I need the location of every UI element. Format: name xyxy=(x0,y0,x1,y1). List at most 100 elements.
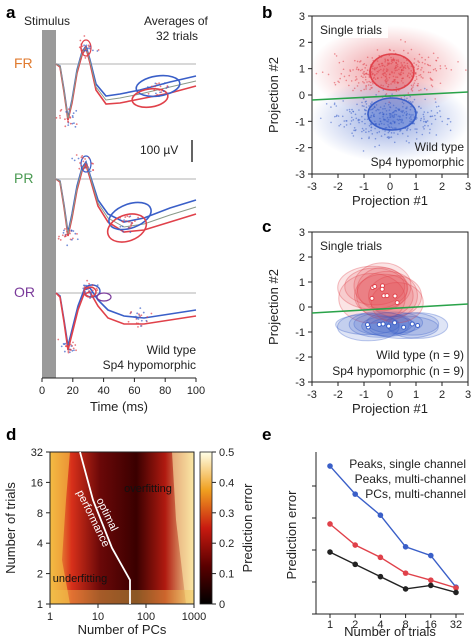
mean-c-wild xyxy=(401,324,407,330)
mean-c-wild xyxy=(364,322,370,328)
trial-dot-b xyxy=(437,105,440,108)
trial-dot-b xyxy=(366,56,369,59)
trial-dot xyxy=(86,279,89,282)
trial-dot-b xyxy=(406,106,408,108)
trial-dot xyxy=(59,239,62,241)
trial-dot-b xyxy=(367,73,370,76)
trial-dot xyxy=(165,87,168,90)
trial-dot-b xyxy=(428,132,431,134)
x-axis-label-d: Number of PCs xyxy=(78,622,167,637)
trial-dot-b xyxy=(373,115,376,118)
trial-dot-b xyxy=(411,89,414,92)
trial-dot xyxy=(142,311,145,314)
trial-dot-b xyxy=(343,120,346,122)
trial-dot-b xyxy=(435,105,438,108)
trial-dot-b xyxy=(335,105,338,107)
trial-dot-b xyxy=(382,108,384,110)
trial-dot-b xyxy=(441,120,444,123)
trial-dot-b xyxy=(349,69,351,71)
trial-dot xyxy=(89,293,92,296)
trial-dot-b xyxy=(391,59,394,62)
trial-dot xyxy=(83,285,86,288)
trial-dot xyxy=(158,95,160,98)
trial-dot xyxy=(80,164,83,167)
trial-dot-b xyxy=(426,63,429,66)
trial-dot-b xyxy=(388,130,391,133)
trial-dot xyxy=(87,295,89,298)
trial-dot-b xyxy=(424,62,426,65)
trial-dot-b xyxy=(337,115,340,117)
y-axis-label-d: Number of trials xyxy=(3,482,18,574)
x-tick-label-c: -2 xyxy=(333,389,343,401)
series-point-1 xyxy=(352,542,359,548)
trial-dot xyxy=(62,231,65,234)
trial-dot-b xyxy=(384,58,386,60)
trial-dot-b xyxy=(357,69,360,71)
trial-dot-b xyxy=(427,71,430,74)
trial-dot xyxy=(83,44,86,47)
trial-dot-b xyxy=(385,74,387,76)
trial-dot-b xyxy=(417,82,419,85)
trial-dot-b xyxy=(370,87,372,89)
trial-dot-b xyxy=(349,123,352,125)
x-tick-label-c: 3 xyxy=(465,389,471,401)
trial-dot-b xyxy=(379,65,381,68)
trial-dot-b xyxy=(365,84,368,87)
x-tick-label-a: 100 xyxy=(187,385,205,397)
x-tick-label-b: 2 xyxy=(439,181,445,193)
mean-c-wild xyxy=(392,320,398,326)
trial-dot xyxy=(159,91,161,94)
trial-dot-b xyxy=(367,84,370,86)
legend-a-sp4: Sp4 hypomorphic xyxy=(103,358,196,372)
trial-dot-b xyxy=(342,100,344,102)
trace-pr-sp4 xyxy=(55,163,197,237)
trial-dot-b xyxy=(392,80,394,83)
trial-dot-b xyxy=(348,108,351,111)
trial-dot-b xyxy=(321,71,324,74)
trial-dot-b xyxy=(422,71,425,73)
legend-e-0: Peaks, single channel xyxy=(349,457,466,471)
trial-dot-b xyxy=(419,74,422,76)
trial-dot-b xyxy=(410,65,413,68)
trial-dot-b xyxy=(385,109,388,112)
trial-dot-b xyxy=(407,66,409,69)
trial-dot-b xyxy=(415,78,418,80)
trial-dot-b xyxy=(388,73,391,76)
trial-dot-b xyxy=(420,107,422,109)
x-tick-label-c: -1 xyxy=(359,389,369,401)
trial-dot-b xyxy=(368,130,370,133)
trial-dot-b xyxy=(400,121,403,123)
trial-dot xyxy=(89,292,92,294)
trial-dot-b xyxy=(444,65,446,67)
trial-dot xyxy=(72,116,74,119)
trial-dot xyxy=(158,89,161,92)
trial-dot xyxy=(167,85,170,88)
trial-dot-b xyxy=(421,133,424,136)
trial-dot-b xyxy=(383,105,386,107)
y-tick-label-c: -2 xyxy=(295,352,305,364)
series-point-2 xyxy=(377,573,384,580)
trial-dot-b xyxy=(387,136,390,138)
trial-dot-b xyxy=(379,106,382,109)
trial-dot-b xyxy=(315,72,318,75)
trial-dot-b xyxy=(393,132,395,134)
mean-c-wild xyxy=(386,323,392,329)
x-tick-label-a: 0 xyxy=(39,385,45,397)
trial-dot-b xyxy=(439,65,442,67)
trial-dot-b xyxy=(386,120,388,122)
colorbar-tick-label: 0.2 xyxy=(219,538,234,550)
trial-dot-b xyxy=(429,71,432,74)
trial-dot-b xyxy=(393,49,395,52)
trial-dot xyxy=(73,159,76,162)
trial-dot-b xyxy=(389,102,392,104)
trial-dot xyxy=(74,232,77,235)
trial-dot-b xyxy=(396,63,399,66)
trial-dot xyxy=(65,345,68,348)
trial-dot xyxy=(87,156,90,159)
trial-dot-b xyxy=(387,124,389,126)
trial-dot xyxy=(79,162,81,164)
trial-dot-b xyxy=(426,89,428,91)
trial-dot-b xyxy=(394,80,396,83)
trial-dot-b xyxy=(404,41,407,43)
trial-dot-b xyxy=(364,112,367,115)
